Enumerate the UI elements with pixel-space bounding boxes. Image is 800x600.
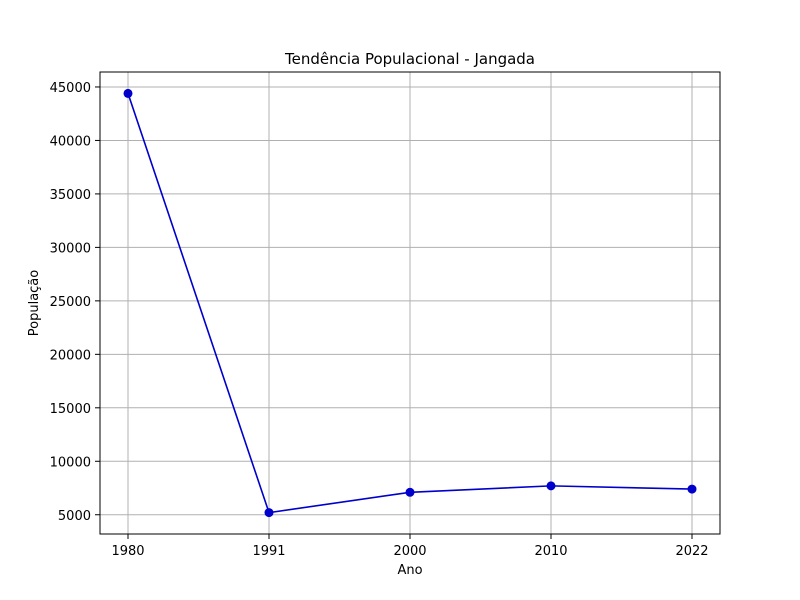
chart-title: Tendência Populacional - Jangada <box>284 50 535 68</box>
axis-ticks: 1980 1991 2000 2010 2022 5000 10000 15000 20000 2… <box>50 81 709 559</box>
data-point-2000 <box>405 487 415 497</box>
x-tick-label: 2000 <box>393 544 426 559</box>
y-tick-label: 25000 <box>50 295 91 310</box>
y-tick-label: 45000 <box>50 81 91 96</box>
data-point-2022 <box>687 484 697 494</box>
y-tick-label: 5000 <box>58 509 91 524</box>
y-tick-label: 35000 <box>50 188 91 203</box>
data-point-1991 <box>264 508 274 518</box>
y-tick-label: 15000 <box>50 402 91 417</box>
plot-frame <box>99 71 721 535</box>
data-point-1980 <box>123 88 133 98</box>
x-tick-label: 1980 <box>111 544 144 559</box>
y-axis-label: População <box>27 270 42 337</box>
y-tick-label: 40000 <box>50 134 91 149</box>
x-tick-label: 1991 <box>252 544 285 559</box>
grid <box>100 72 720 534</box>
x-axis-label: Ano <box>397 563 422 578</box>
y-tick-label: 10000 <box>50 455 91 470</box>
x-tick-label: 2010 <box>534 544 567 559</box>
data-point-2010 <box>546 481 556 491</box>
y-tick-label: 30000 <box>50 241 91 256</box>
y-tick-label: 20000 <box>50 348 91 363</box>
series-layer <box>123 88 697 518</box>
x-tick-label: 2022 <box>675 544 708 559</box>
